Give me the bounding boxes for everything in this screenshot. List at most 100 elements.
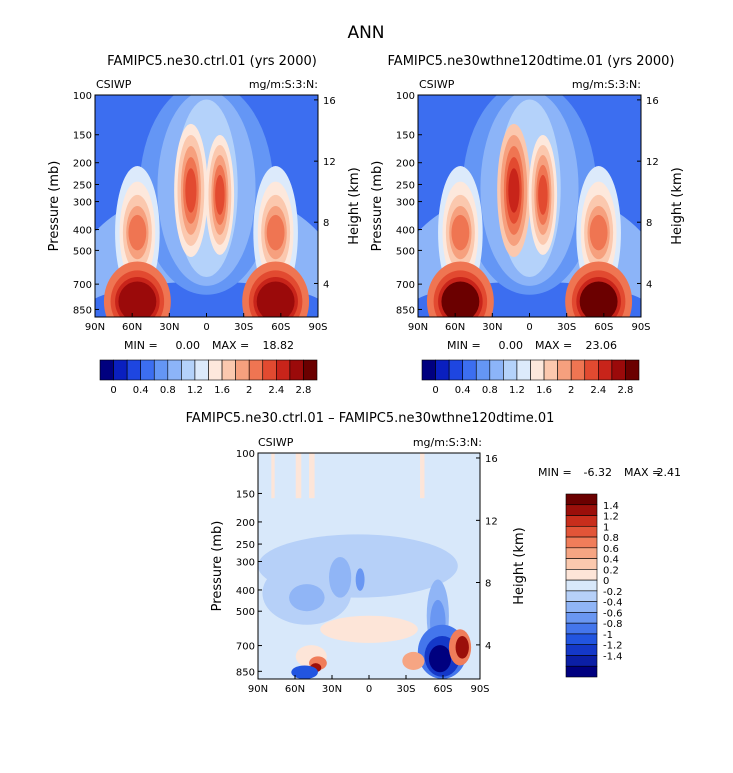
y-tick-label: 200: [236, 518, 255, 529]
colorbar-swatch: [516, 359, 531, 381]
units-label: mg/m:S:3:N:: [572, 78, 641, 91]
y-axis-label: Pressure (mb): [210, 521, 225, 612]
colorbar-swatch: [421, 359, 436, 381]
colorbar-label: 2.4: [268, 385, 284, 396]
contour-streak: [309, 453, 315, 499]
colorbar-swatch: [565, 644, 598, 656]
colorbar-swatch: [181, 359, 196, 381]
colorbar-label: 1.4: [603, 501, 619, 512]
colorbar-label: 2: [246, 385, 252, 396]
colorbar-swatch: [503, 359, 518, 381]
min-value: -6.32: [584, 466, 612, 479]
x-tick-label: 30S: [396, 684, 415, 695]
panel-test: FAMIPC5.ne30wthne120dtime.01 (yrs 2000) …: [370, 54, 685, 396]
max-value: 2.41: [657, 466, 682, 479]
colorbar-label: 0.6: [603, 544, 619, 555]
min-label: MIN =: [447, 339, 481, 352]
contour-blob: [508, 168, 520, 213]
panel-title: FAMIPC5.ne30.ctrl.01 – FAMIPC5.ne30wthne…: [186, 411, 555, 426]
x-tick-label: 90S: [470, 684, 489, 695]
colorbar-swatch: [565, 569, 598, 581]
y2-tick-label: 12: [323, 157, 336, 168]
y-tick-label: 400: [73, 226, 92, 237]
x-tick-label: 30S: [557, 322, 576, 333]
x-tick-label: 60N: [285, 684, 305, 695]
contour-blob: [579, 281, 618, 317]
min-label: MIN =: [538, 466, 572, 479]
colorbar-label: 2.8: [295, 385, 311, 396]
colorbar-swatch: [565, 504, 598, 516]
colorbar-swatch: [153, 359, 169, 381]
colorbar-label: 0.8: [160, 385, 176, 396]
colorbar-swatch: [289, 359, 304, 381]
colorbar-swatch: [221, 359, 236, 381]
colorbar-label: -1.2: [603, 641, 623, 652]
contour-blob: [451, 214, 470, 251]
colorbar-swatch: [557, 359, 572, 381]
x-tick-label: 0: [366, 684, 372, 695]
x-ticks: 90N 60N 30N 0 30S 60S 90S: [408, 313, 651, 333]
colorbar-swatch: [140, 359, 155, 381]
x-tick-label: 30N: [159, 322, 179, 333]
contour-streak: [271, 453, 275, 499]
colorbar-swatch: [565, 536, 598, 549]
colorbar: 0 0.4 0.8 1.2 1.6 2 2.4 2.8: [421, 359, 640, 396]
colorbar-swatch: [435, 359, 450, 381]
colorbar-swatch: [611, 359, 626, 381]
variable-label: CSIWP: [258, 436, 294, 449]
y2-axis-label: Height (km): [670, 167, 685, 244]
min-value: 0.00: [176, 339, 201, 352]
x-tick-label: 60N: [445, 322, 465, 333]
colorbar-swatch: [208, 359, 223, 381]
y-ticks: 100 150 200 250 300 400 500 700 850: [396, 91, 422, 316]
y2-axis-label: Height (km): [512, 527, 527, 604]
colorbar-swatch: [565, 633, 598, 646]
y-tick-label: 850: [396, 305, 415, 316]
y-tick-label: 300: [396, 198, 415, 209]
colorbar-label: -0.2: [603, 587, 623, 598]
y2-tick-label: 4: [485, 641, 491, 652]
y-tick-label: 850: [236, 667, 255, 678]
y-tick-label: 700: [236, 642, 255, 653]
contour-blob: [256, 281, 295, 317]
y-tick-label: 100: [236, 449, 255, 460]
colorbar-label: 1.6: [214, 385, 230, 396]
colorbar-label: 0.4: [455, 385, 471, 396]
x-tick-label: 90N: [248, 684, 268, 695]
variable-label: CSIWP: [96, 78, 132, 91]
contours: [258, 453, 472, 679]
contour-blob: [355, 568, 365, 591]
colorbar-swatch: [167, 359, 182, 381]
contour-blob: [402, 651, 425, 670]
variable-label: CSIWP: [419, 78, 455, 91]
colorbar-swatch: [565, 493, 598, 506]
x-tick-label: 90N: [85, 322, 105, 333]
panel-title: FAMIPC5.ne30wthne120dtime.01 (yrs 2000): [388, 54, 675, 69]
contour-blob: [291, 665, 318, 679]
min-label: MIN =: [124, 339, 158, 352]
colorbar-swatch: [276, 359, 291, 381]
colorbar-label: 1.2: [509, 385, 525, 396]
y-tick-label: 150: [396, 131, 415, 142]
y-tick-label: 400: [236, 586, 255, 597]
x-tick-label: 60S: [594, 322, 613, 333]
colorbar-swatch: [543, 359, 558, 381]
max-label: MAX =: [212, 339, 249, 352]
y-tick-label: 700: [73, 280, 92, 291]
x-tick-label: 60N: [122, 322, 142, 333]
colorbar-swatch: [625, 359, 640, 381]
contours: [95, 95, 318, 317]
y2-tick-label: 12: [646, 157, 659, 168]
contour-blob: [118, 281, 157, 317]
contour-blob: [128, 214, 147, 251]
y-tick-label: 300: [73, 198, 92, 209]
y-tick-label: 500: [396, 246, 415, 257]
colorbar-swatch: [126, 359, 141, 381]
contour-blob: [455, 636, 469, 659]
colorbar-label: 0: [110, 385, 116, 396]
colorbar-swatch: [598, 359, 613, 381]
y-tick-label: 150: [236, 489, 255, 500]
colorbar-label: 0: [603, 576, 609, 587]
field: [95, 95, 318, 317]
